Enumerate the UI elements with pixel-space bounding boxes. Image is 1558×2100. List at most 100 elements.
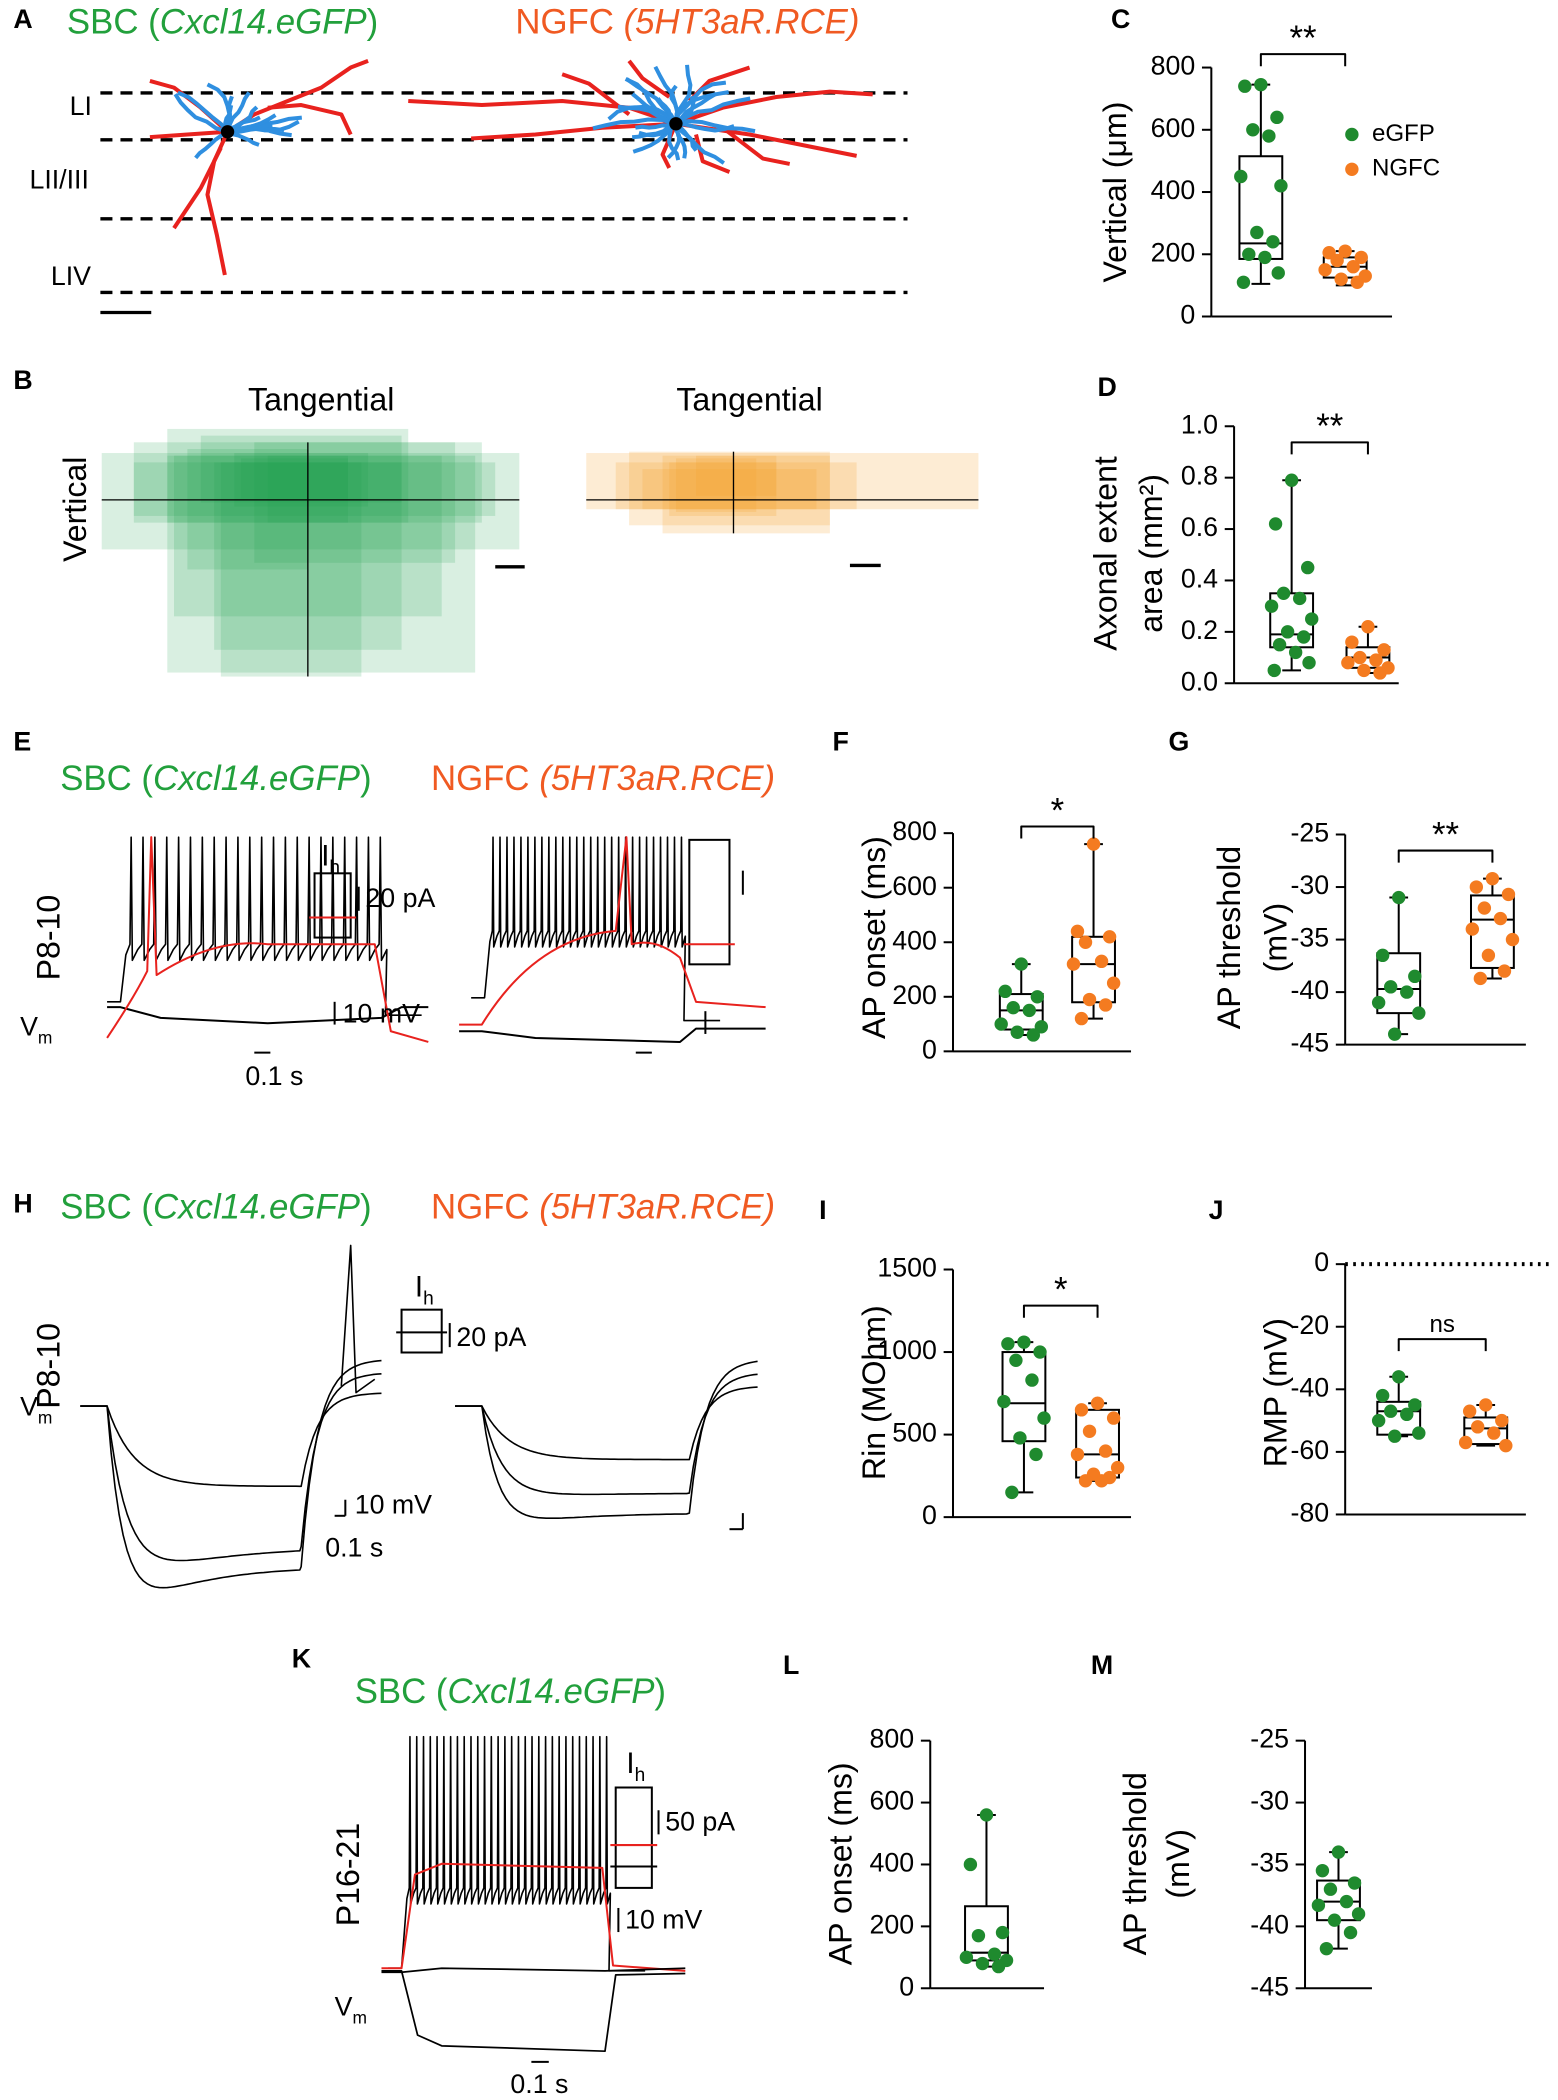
scale-label: 10 mV [625,1904,702,1934]
text-part: NGFC [431,759,539,798]
extent-overlay [662,455,830,534]
data-point [1465,922,1480,936]
y-axis-label: (mV) [1160,1829,1196,1899]
text-part: m [38,1407,53,1427]
significance-label: * [1054,1270,1068,1309]
significance-bracket [1259,53,1347,67]
trace [80,1359,382,1589]
data-point [1375,1388,1390,1403]
axon [149,129,228,140]
y-tick-label: 1500 [877,1253,937,1283]
data-point [1292,591,1307,606]
data-point [979,1808,994,1822]
panel-label: F [833,727,849,757]
significance-label: ** [1316,407,1343,446]
data-point [1487,1426,1501,1440]
axon [561,72,631,116]
y-tick-label: -60 [1290,1435,1329,1465]
axis-caption: Tangential [248,382,394,418]
axon [627,59,671,99]
y-axis-label: AP threshold [1211,846,1247,1029]
trace [107,1006,429,1025]
dendrite [206,82,232,133]
y-tick-label: 400 [870,1848,915,1878]
text-part: ) [367,3,379,42]
data-point [1315,1863,1330,1878]
data-point [975,1956,990,1971]
layer-label: LI [70,91,92,121]
data-point [1361,620,1375,634]
data-point [1098,998,1113,1012]
text-part: h [635,1764,646,1785]
extent-overlay [167,428,409,523]
data-point [1400,1407,1414,1422]
extent-overlay [254,442,456,563]
y-tick-label: 0.0 [1181,666,1218,696]
title: SBC (Cxcl14.eGFP) [355,1672,666,1711]
significance-label: ns [1430,1311,1455,1338]
trace [455,1373,758,1496]
data-point [1030,990,1045,1004]
trace [107,836,422,1017]
data-point [1477,901,1492,915]
y-tick-label: 0 [1314,1247,1329,1277]
extent-overlay [675,458,757,512]
trace [340,1244,376,1394]
extent-overlay [696,455,777,496]
data-point [1353,650,1367,665]
y-tick-label: -30 [1250,1786,1289,1816]
extent-overlay [629,451,830,526]
data-point [1311,1898,1326,1913]
text-part: SBC ( [355,1672,448,1711]
data-point [1341,656,1355,670]
significance-bracket [1020,825,1095,839]
data-point [1495,1413,1509,1428]
data-point [1082,992,1097,1007]
trace [459,1027,766,1043]
data-point [1400,985,1414,999]
y-tick-label: -25 [1250,1724,1289,1754]
data-point [1501,887,1516,902]
data-point [1408,969,1422,984]
data-point [1473,971,1488,986]
text-part: (5HT3aR.RCE) [539,1187,775,1226]
y-tick-label: -80 [1290,1498,1329,1528]
axis-caption: Tangential [676,382,822,418]
extent-overlay [133,462,496,516]
data-point [1481,948,1496,963]
data-point [1070,1447,1085,1462]
title: SBC (Cxcl14.eGFP) [67,3,378,42]
data-point [1338,244,1352,258]
data-point [1272,638,1287,652]
y-tick-label: -20 [1290,1310,1329,1340]
data-point [1268,517,1283,531]
y-tick-label: 0.8 [1181,461,1218,491]
y-tick-label: 800 [870,1724,915,1754]
data-point [1078,935,1093,949]
legend-label: eGFP [1372,120,1435,147]
data-point [1296,630,1311,644]
y-tick-label: 200 [870,1909,915,1939]
scale-label: 0.1 s [325,1532,383,1562]
y-tick-label: 0.6 [1181,512,1218,542]
dendrite [624,77,678,126]
text-part: (5HT3aR.RCE) [624,3,860,42]
data-point [1375,948,1390,963]
stimulus-box [614,1786,653,1889]
extent-overlay [642,469,817,510]
data-point [1078,1474,1093,1488]
data-point [1006,1001,1020,1015]
extent-overlay [615,462,857,510]
data-point [1383,1404,1398,1418]
text-part: SBC ( [60,759,153,798]
panel-label: M [1091,1650,1113,1680]
dendrite [173,93,229,134]
data-point [1271,266,1285,280]
y-tick-label: 500 [892,1418,937,1448]
y-tick-label: -25 [1290,818,1329,848]
trace [80,1372,382,1562]
age-label: P8-10 [30,1323,66,1409]
panel-label: L [783,1650,799,1680]
data-point [1346,260,1360,274]
